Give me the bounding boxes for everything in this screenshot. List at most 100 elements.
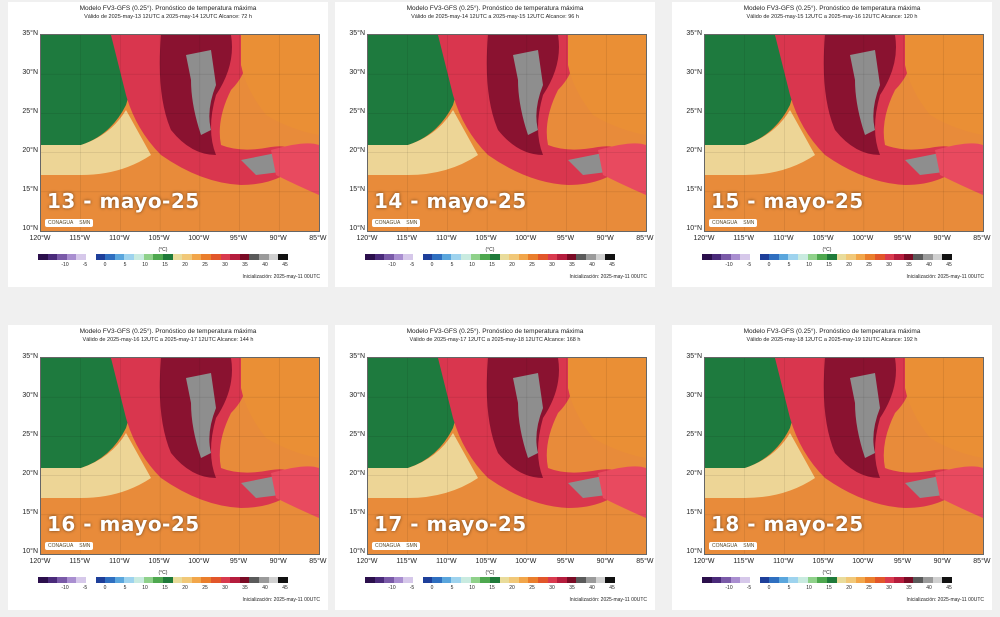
colorbar-swatch <box>721 577 731 583</box>
colorbar-swatch <box>182 577 192 583</box>
map-frame: 18 - mayo-25 CONAGUA SMN <box>704 357 984 555</box>
longitude-label: 100°W <box>852 235 874 242</box>
forecast-panel: Modelo FV3-GFS (0.25°). Pronóstico de te… <box>672 325 992 610</box>
colorbar-swatch <box>836 577 847 583</box>
colorbar-swatch <box>172 577 183 583</box>
longitude-label: 95°W <box>893 235 912 242</box>
latitude-label: 10°N <box>22 548 38 555</box>
longitude-label: 115°W <box>396 235 417 242</box>
colorbar-swatch <box>365 254 375 260</box>
smn-logo: SMN <box>406 543 418 549</box>
pacific-cool-area <box>705 358 793 468</box>
colorbar-swatch <box>537 577 548 583</box>
colorbar-tick: 15 <box>162 262 168 268</box>
longitude-label: 100°W <box>515 558 537 565</box>
colorbar-tick: -5 <box>409 585 415 591</box>
colorbar-tick: 0 <box>103 262 107 268</box>
colorbar-swatch <box>836 254 847 260</box>
panel-valid-range: Válido de 2025-may-15 12UTC a 2025-may-1… <box>746 14 918 20</box>
colorbar-swatch <box>451 254 462 260</box>
colorbar <box>702 577 952 583</box>
longitude-label: 110°W <box>773 558 794 565</box>
colorbar-tick: 10 <box>469 585 475 591</box>
colorbar-swatch <box>509 577 519 583</box>
latitude-label: 25°N <box>686 108 702 115</box>
colorbar-swatch <box>182 254 192 260</box>
colorbar-swatch <box>846 254 856 260</box>
pacific-cool-area <box>41 358 129 468</box>
conagua-logo: CONAGUA <box>375 220 401 226</box>
colorbar-swatch <box>788 577 799 583</box>
colorbar-swatch <box>865 254 875 260</box>
latitude-label: 30°N <box>349 69 365 76</box>
colorbar-swatch <box>365 577 375 583</box>
gulf-warm-area <box>568 35 646 135</box>
colorbar-tick: 40 <box>262 262 268 268</box>
colorbar-swatch <box>942 577 952 583</box>
longitude-label: 110°W <box>109 235 130 242</box>
longitude-label: 100°W <box>188 235 210 242</box>
latitude-label: 15°N <box>349 509 365 516</box>
colorbar-swatch <box>278 254 288 260</box>
colorbar-swatch <box>932 577 943 583</box>
caribbean-hot-area <box>935 466 983 518</box>
colorbar-tick: 45 <box>946 262 952 268</box>
colorbar-tick: 20 <box>182 585 188 591</box>
colorbar-swatch <box>586 254 596 260</box>
smn-logo: SMN <box>743 220 755 226</box>
conagua-logo: CONAGUA <box>375 543 401 549</box>
colorbar-swatch <box>547 254 558 260</box>
longitude-label: 85°W <box>636 558 654 565</box>
colorbar-tick: 35 <box>242 585 248 591</box>
colorbar-tick: 45 <box>946 585 952 591</box>
longitude-label: 100°W <box>188 558 210 565</box>
latitude-label: 20°N <box>686 470 702 477</box>
colorbar-swatch <box>384 254 394 260</box>
longitude-label: 90°W <box>269 558 287 565</box>
agency-logos: CONAGUA SMN <box>372 219 421 227</box>
date-label: 16 - mayo-25 <box>47 512 200 536</box>
longitude-label: 115°W <box>69 558 90 565</box>
latitude-label: 10°N <box>686 225 702 232</box>
latitude-label: 15°N <box>686 186 702 193</box>
colorbar-swatch <box>528 577 538 583</box>
colorbar-tick: 30 <box>222 262 228 268</box>
colorbar-swatch <box>86 254 96 260</box>
colorbar-tick: 30 <box>886 585 892 591</box>
latitude-label: 30°N <box>686 392 702 399</box>
colorbar-tick: 30 <box>886 262 892 268</box>
colorbar-swatch <box>259 577 269 583</box>
colorbar-swatch <box>432 577 442 583</box>
longitude-label: 120°W <box>356 235 378 242</box>
longitude-label: 85°W <box>309 558 327 565</box>
pacific-mild-area <box>368 110 478 175</box>
colorbar-swatch <box>105 577 115 583</box>
colorbar-swatch <box>798 254 808 260</box>
colorbar-tick: 45 <box>609 262 615 268</box>
colorbar-swatch <box>76 254 87 260</box>
latitude-label: 20°N <box>349 470 365 477</box>
longitude-label: 100°W <box>515 235 537 242</box>
colorbar-tick: 25 <box>866 262 872 268</box>
colorbar-swatch <box>778 254 789 260</box>
longitude-label: 95°W <box>556 558 575 565</box>
colorbar-tick: 40 <box>926 585 932 591</box>
colorbar-swatch <box>537 254 548 260</box>
map-frame: 13 - mayo-25 CONAGUA SMN <box>40 34 320 232</box>
colorbar-swatch <box>509 254 519 260</box>
colorbar-swatch <box>894 577 904 583</box>
latitude-label: 15°N <box>349 186 365 193</box>
colorbar-swatch <box>769 577 779 583</box>
colorbar-swatch <box>721 254 731 260</box>
longitude-label: 105°W <box>475 235 497 242</box>
map-frame: 16 - mayo-25 CONAGUA SMN <box>40 357 320 555</box>
latitude-label: 35°N <box>22 353 38 360</box>
gulf-warm-area <box>905 35 983 135</box>
longitude-label: 120°W <box>29 558 51 565</box>
smn-logo: SMN <box>79 220 91 226</box>
longitude-label: 105°W <box>475 558 497 565</box>
longitude-label: 120°W <box>29 235 51 242</box>
date-label: 15 - mayo-25 <box>711 189 864 213</box>
colorbar-swatch <box>249 254 260 260</box>
latitude-label: 15°N <box>686 509 702 516</box>
